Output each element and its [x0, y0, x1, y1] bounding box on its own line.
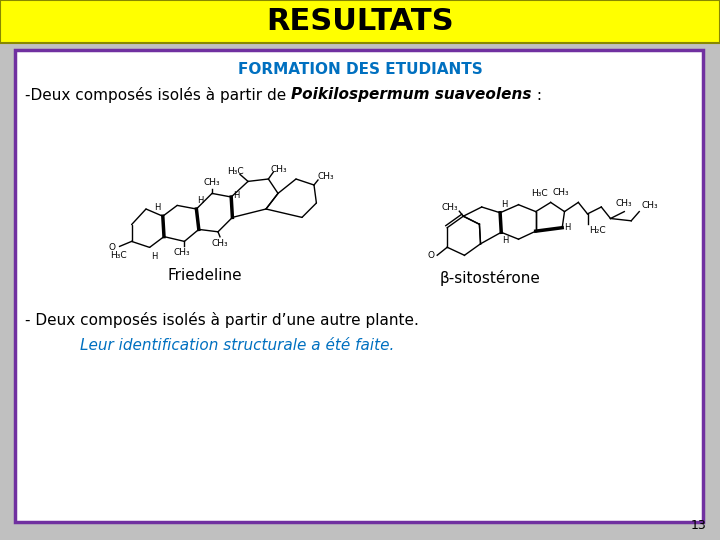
- Text: - Deux composés isolés à partir d’une autre plante.: - Deux composés isolés à partir d’une au…: [25, 312, 419, 328]
- Bar: [0, 0, 720, 43]
- Text: CH₃: CH₃: [212, 239, 228, 248]
- Text: :: :: [531, 87, 541, 103]
- Text: CH₃: CH₃: [318, 172, 335, 181]
- Text: CH₃: CH₃: [441, 203, 459, 212]
- Text: FORMATION DES ETUDIANTS: FORMATION DES ETUDIANTS: [238, 63, 482, 78]
- Text: RESULTATS: RESULTATS: [266, 8, 454, 37]
- Text: H₃C: H₃C: [531, 190, 548, 198]
- Text: CH₃: CH₃: [204, 178, 220, 187]
- Text: H: H: [503, 237, 508, 245]
- Text: CH₃: CH₃: [173, 248, 189, 258]
- FancyBboxPatch shape: [15, 50, 703, 522]
- Text: H: H: [501, 200, 508, 209]
- Text: Poikilospermum suaveolens: Poikilospermum suaveolens: [291, 87, 531, 103]
- Text: H: H: [233, 191, 240, 199]
- Text: H: H: [154, 203, 161, 212]
- Text: CH₃: CH₃: [616, 199, 633, 207]
- Text: H₂C: H₂C: [590, 226, 606, 235]
- Text: H₃C: H₃C: [228, 167, 244, 177]
- Text: H: H: [564, 223, 570, 232]
- Text: 13: 13: [690, 519, 706, 532]
- Text: Friedeline: Friedeline: [168, 267, 243, 282]
- Text: CH₃: CH₃: [553, 188, 570, 198]
- Text: O: O: [427, 251, 434, 260]
- Text: H₃C: H₃C: [110, 252, 127, 260]
- Text: O: O: [109, 243, 116, 252]
- Text: H: H: [197, 196, 204, 205]
- Text: CH₃: CH₃: [271, 165, 287, 174]
- Text: -Deux composés isolés à partir de: -Deux composés isolés à partir de: [25, 87, 291, 103]
- Text: β-sitostérone: β-sitostérone: [440, 270, 541, 286]
- Text: H: H: [152, 252, 158, 261]
- Text: CH₃: CH₃: [642, 200, 658, 210]
- Text: Leur identification structurale a été faite.: Leur identification structurale a été fa…: [80, 338, 395, 353]
